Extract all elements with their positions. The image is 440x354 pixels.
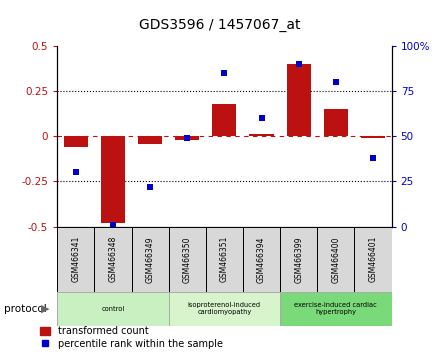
- Bar: [324, 109, 348, 136]
- Point: [295, 61, 302, 67]
- Point: [370, 155, 377, 161]
- Point: [72, 170, 79, 175]
- Bar: [138, 136, 162, 143]
- Bar: [57, 292, 169, 326]
- Text: control: control: [101, 306, 125, 312]
- Bar: [361, 136, 385, 138]
- Text: isoproterenol-induced
cardiomyopathy: isoproterenol-induced cardiomyopathy: [188, 302, 261, 315]
- Text: GSM466341: GSM466341: [71, 236, 80, 282]
- Bar: [213, 104, 236, 136]
- Bar: [355, 227, 392, 292]
- Bar: [280, 227, 317, 292]
- Text: GSM466349: GSM466349: [146, 236, 154, 282]
- Legend: transformed count, percentile rank within the sample: transformed count, percentile rank withi…: [40, 326, 223, 349]
- Text: protocol: protocol: [4, 304, 47, 314]
- Text: ▶: ▶: [40, 304, 49, 314]
- Bar: [206, 227, 243, 292]
- Text: GSM466401: GSM466401: [369, 236, 378, 282]
- Text: GSM466351: GSM466351: [220, 236, 229, 282]
- Point: [184, 135, 191, 141]
- Text: GSM466348: GSM466348: [108, 236, 117, 282]
- Bar: [57, 227, 94, 292]
- Bar: [94, 227, 132, 292]
- Point: [147, 184, 154, 190]
- Text: GSM466394: GSM466394: [257, 236, 266, 282]
- Point: [110, 222, 117, 228]
- Bar: [101, 136, 125, 223]
- Bar: [317, 227, 355, 292]
- Bar: [64, 136, 88, 147]
- Bar: [286, 64, 311, 136]
- Text: GSM466399: GSM466399: [294, 236, 303, 282]
- Point: [332, 79, 339, 85]
- Text: GSM466400: GSM466400: [331, 236, 341, 282]
- Bar: [169, 292, 280, 326]
- Point: [258, 115, 265, 121]
- Bar: [169, 227, 206, 292]
- Text: GSM466350: GSM466350: [183, 236, 192, 282]
- Bar: [132, 227, 169, 292]
- Point: [221, 70, 228, 76]
- Text: GDS3596 / 1457067_at: GDS3596 / 1457067_at: [139, 18, 301, 32]
- Bar: [249, 135, 274, 136]
- Text: exercise-induced cardiac
hypertrophy: exercise-induced cardiac hypertrophy: [294, 302, 377, 315]
- Bar: [243, 227, 280, 292]
- Bar: [175, 136, 199, 140]
- Bar: [280, 292, 392, 326]
